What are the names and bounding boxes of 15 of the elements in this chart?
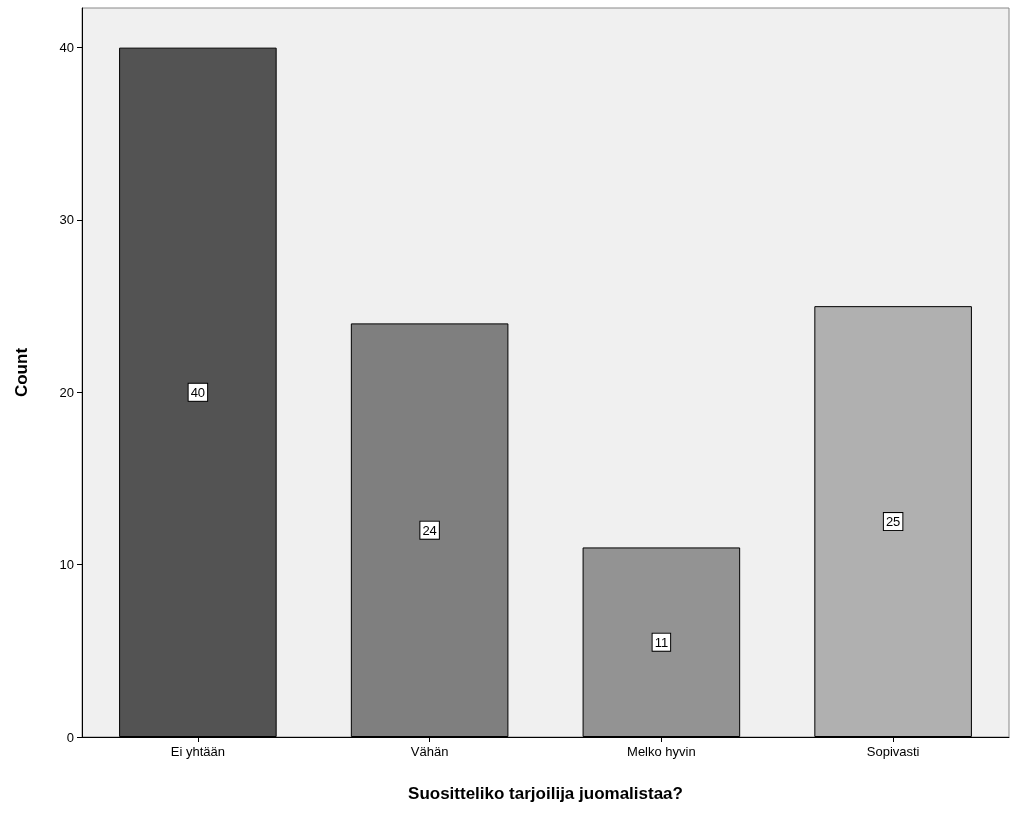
x-tick-label: Vähän (410, 744, 449, 759)
y-tick-label: 0 (66, 729, 74, 745)
data-label: 11 (654, 634, 669, 650)
y-tick-label: 40 (59, 40, 74, 56)
data-label: 25 (885, 514, 901, 530)
y-axis-title: Count (12, 347, 31, 398)
data-label: 40 (190, 384, 206, 400)
x-tick-label: Melko hyvin (627, 744, 696, 759)
y-tick-label: 10 (59, 557, 74, 573)
y-tick-label: 20 (59, 384, 74, 400)
data-label: 24 (422, 522, 437, 538)
x-tick-label: Sopivasti (866, 744, 920, 759)
x-tick-label: Ei yhtään (170, 744, 225, 759)
y-tick-label: 30 (59, 212, 74, 228)
x-axis-title: Suositteliko tarjoilija juomalistaa? (408, 784, 683, 803)
